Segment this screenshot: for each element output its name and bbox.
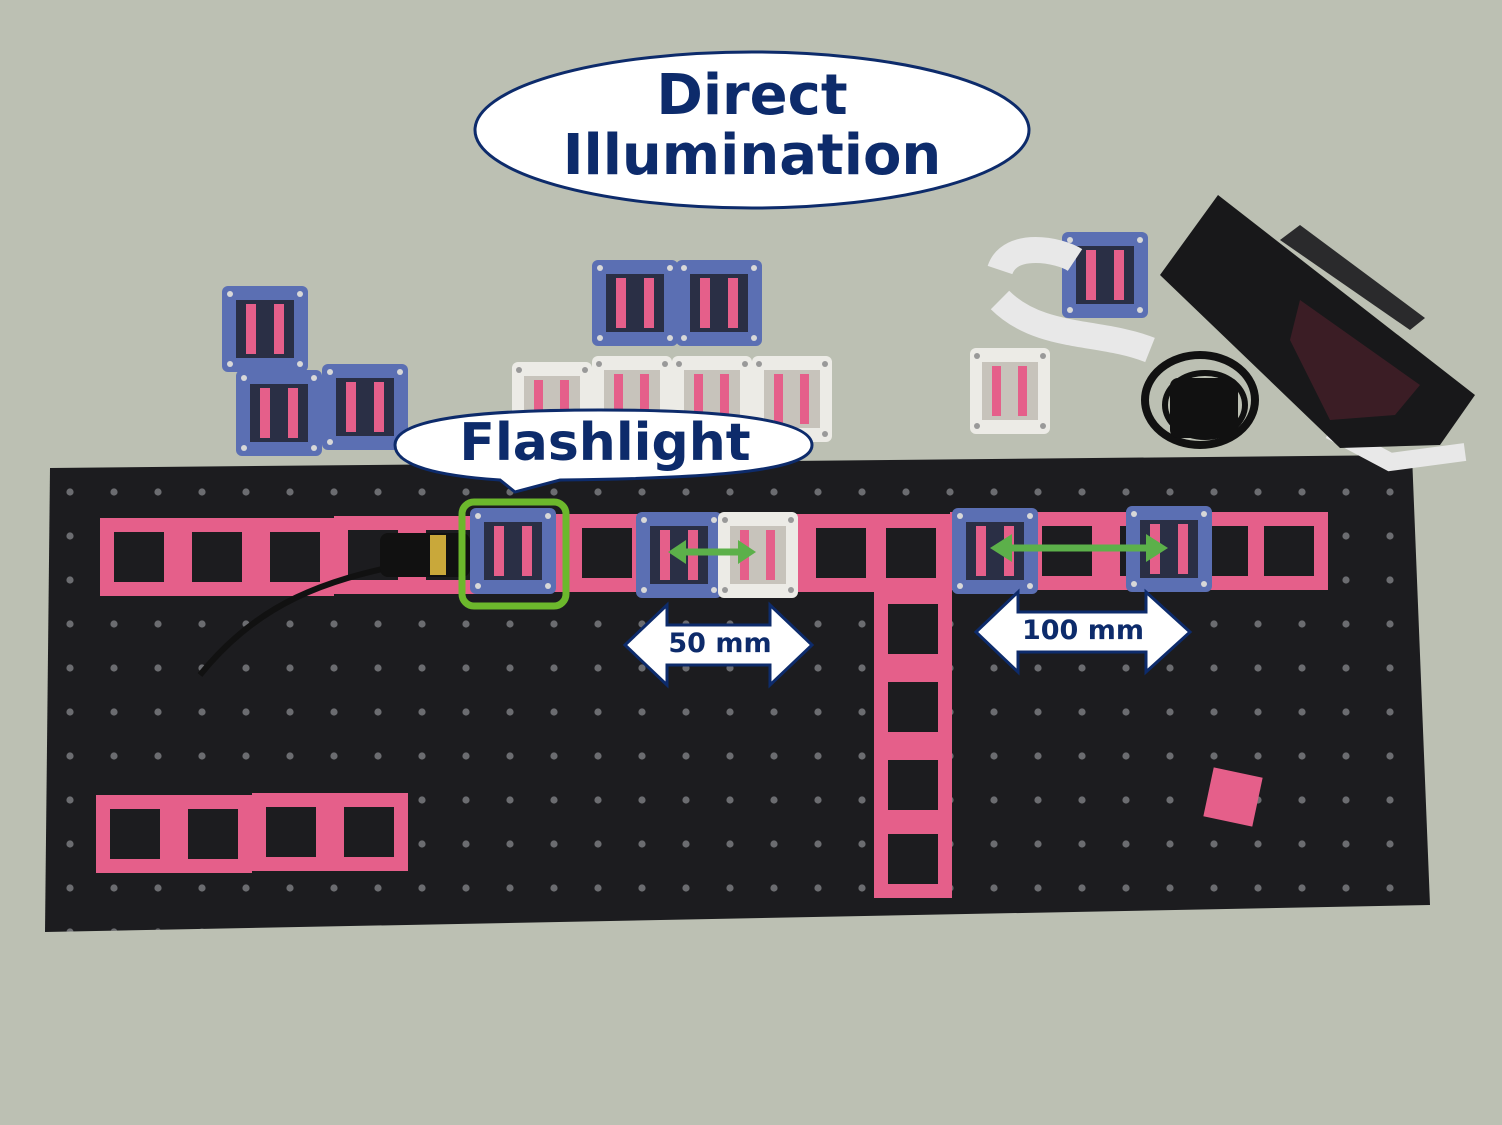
flashlight-body xyxy=(380,533,470,577)
direct-label-line1: Direct xyxy=(656,63,848,128)
flashlight-callout xyxy=(393,408,814,494)
distance-indicator-long xyxy=(990,534,1168,562)
camera-display xyxy=(1160,195,1475,448)
loose-cube xyxy=(1062,232,1148,318)
direct-illumination-callout xyxy=(473,50,1031,210)
distance-indicator-short xyxy=(668,540,756,564)
flashlight-highlight xyxy=(458,498,570,610)
distance-label-50mm: 50 mm xyxy=(668,628,772,659)
power-adapter xyxy=(1141,351,1259,449)
loose-cube xyxy=(322,364,408,450)
rail-lower-left xyxy=(96,793,408,873)
loose-cube xyxy=(222,286,308,372)
ribbon-cable xyxy=(987,237,1155,363)
arrow-50mm xyxy=(622,601,815,689)
direct-illumination-label: Direct Illumination xyxy=(560,63,944,189)
loose-cube xyxy=(970,348,1050,434)
rail-vertical xyxy=(874,590,952,898)
distance-label-100mm: 100 mm xyxy=(1021,615,1145,646)
flashlight-label: Flashlight xyxy=(459,413,751,473)
flashlight-cube xyxy=(470,508,556,594)
loose-cube xyxy=(676,260,762,346)
loose-cube xyxy=(592,260,678,346)
arrow-100mm xyxy=(973,588,1193,676)
loose-cube xyxy=(236,370,322,456)
pink-tag xyxy=(1203,767,1263,827)
direct-label-line2: Illumination xyxy=(562,123,942,189)
flashlight-cable xyxy=(197,562,401,677)
